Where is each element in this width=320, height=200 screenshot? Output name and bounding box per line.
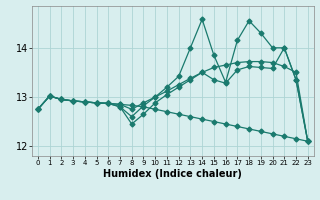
X-axis label: Humidex (Indice chaleur): Humidex (Indice chaleur): [103, 169, 242, 179]
